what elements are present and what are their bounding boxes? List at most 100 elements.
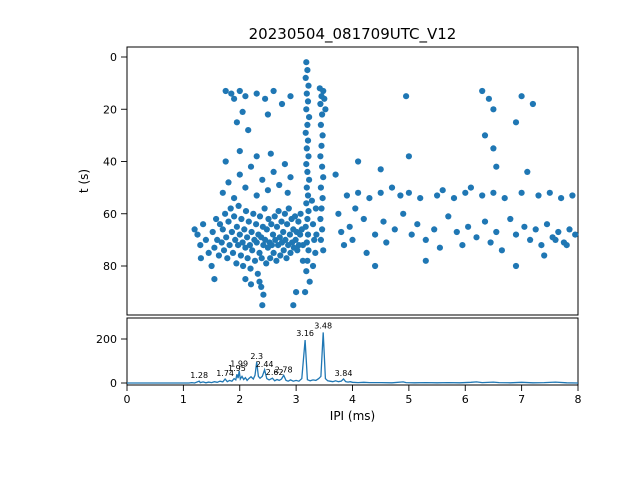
scatter-point	[258, 283, 265, 290]
scatter-point	[270, 249, 277, 256]
scatter-point	[281, 161, 288, 168]
tick-label: 4	[349, 393, 356, 406]
scatter-point	[380, 218, 387, 225]
scatter-point	[215, 252, 222, 259]
scatter-point	[527, 236, 534, 243]
scatter-point	[403, 93, 410, 100]
scatter-point	[318, 205, 325, 212]
scatter-point	[227, 205, 234, 212]
scatter-point	[239, 108, 246, 115]
scatter-point	[260, 291, 267, 298]
scatter-point	[541, 252, 548, 259]
tick-label: 0	[124, 393, 131, 406]
scatter-point	[422, 236, 429, 243]
scatter-point	[304, 168, 311, 175]
scatter-point	[265, 215, 272, 223]
scatter-point	[292, 236, 299, 243]
scatter-point	[459, 242, 466, 249]
scatter-point	[391, 226, 398, 233]
scatter-point	[422, 257, 429, 264]
scatter-point	[271, 213, 278, 220]
scatter-points-layer	[191, 59, 579, 309]
scatter-point	[563, 242, 570, 249]
scatter-point	[282, 236, 289, 243]
scatter-point	[473, 234, 480, 241]
scatter-point	[260, 242, 267, 249]
scatter-point	[377, 166, 384, 173]
scatter-point	[246, 242, 253, 249]
peak-annotation: 1.74	[216, 369, 234, 378]
tick-label: 2	[236, 393, 243, 406]
scatter-point	[244, 234, 251, 241]
scatter-point	[335, 210, 342, 217]
scatter-point	[317, 121, 324, 128]
peak-annotation: 3.48	[314, 321, 332, 330]
scatter-point	[490, 106, 497, 113]
scatter-point	[490, 145, 497, 152]
peak-annotations-layer: 1.28 1.741.951.992.32.442.622.78 3.163.48 3…	[190, 321, 352, 380]
scatter-point	[242, 184, 249, 191]
scatter-point	[208, 262, 215, 270]
scatter-point	[297, 210, 304, 217]
scatter-point	[287, 93, 294, 100]
scatter-point	[218, 239, 225, 246]
scatter-point	[258, 255, 265, 262]
peak-annotation: 2.62	[266, 368, 284, 377]
scatter-point	[264, 111, 271, 118]
scatter-point	[306, 114, 313, 121]
scatter-point	[277, 252, 284, 259]
scatter-point	[317, 153, 324, 160]
scatter-point	[248, 228, 255, 236]
scatter-point	[355, 189, 362, 196]
scatter-point	[319, 226, 326, 233]
scatter-point	[251, 257, 259, 264]
scatter-point	[302, 129, 309, 136]
peak-annotation: 2.3	[250, 352, 263, 361]
scatter-point	[318, 142, 325, 149]
scatter-point	[552, 236, 559, 243]
scatter-point	[256, 278, 263, 285]
scatter-point	[569, 192, 576, 199]
scatter-point	[417, 195, 424, 202]
scatter-point	[236, 231, 243, 238]
scatter-point	[303, 59, 310, 66]
scatter-point	[273, 223, 281, 230]
scatter-point	[535, 192, 542, 199]
tick-label: 20	[103, 103, 117, 116]
scatter-point	[304, 257, 311, 264]
scatter-point	[303, 90, 310, 97]
scatter-point	[305, 82, 312, 89]
scatter-point	[202, 236, 209, 243]
scatter-point	[481, 132, 489, 139]
scatter-point	[273, 257, 280, 264]
tick-label: 8	[575, 393, 582, 406]
scatter-point	[377, 189, 384, 196]
scatter-point	[267, 150, 274, 157]
scatter-point	[253, 192, 260, 199]
scatter-point	[272, 236, 279, 243]
tick-label: 7	[518, 393, 525, 406]
scatter-point	[572, 231, 579, 238]
scatter-point	[256, 213, 264, 220]
scatter-point	[465, 223, 472, 230]
scatter-point	[397, 192, 404, 199]
scatter-point	[200, 221, 207, 228]
scatter-point	[512, 262, 520, 270]
scatter-point	[299, 257, 306, 264]
scatter-point	[439, 187, 446, 194]
scatter-point	[290, 302, 297, 309]
scatter-point	[304, 215, 311, 223]
scatter-point	[194, 231, 201, 238]
scatter-point	[312, 205, 319, 212]
scatter-point	[340, 242, 348, 249]
scatter-point	[229, 249, 237, 256]
scatter-point	[291, 213, 299, 220]
scatter-point	[242, 208, 250, 215]
scatter-point	[245, 218, 252, 225]
scatter-point	[304, 137, 312, 144]
scatter-point	[431, 226, 438, 233]
scatter-point	[405, 189, 412, 196]
peak-annotation: 1.95	[228, 364, 246, 373]
scatter-point	[512, 231, 520, 238]
scatter-point	[197, 242, 204, 249]
